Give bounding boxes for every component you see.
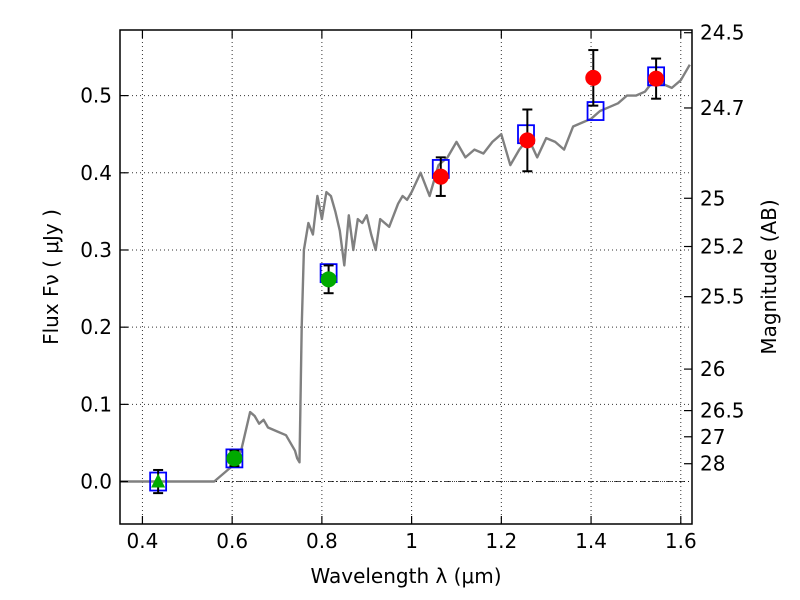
series-upper-limit [151,468,166,495]
y-axis-right: 24.5 24.7 25 25.2 25.5 26 26.527 28 [684,21,745,476]
y-right-tick-label: 26 [700,357,725,381]
x-axis: 0.4 0.6 0.8 1 1.2 1.4 1.6 [127,30,697,553]
y-tick-label: 0.2 [80,315,112,339]
y-tick-label: 0.0 [80,470,112,494]
y-axis-right-title: Magnitude (AB) [757,199,781,354]
x-tick-label: 1 [405,529,418,553]
data-point [519,132,536,149]
y-right-tick-label: 24.7 [700,96,745,120]
data-point [226,450,243,467]
y-right-tick-label: 24.5 [700,21,745,45]
x-axis-title: Wavelength λ (μm) [310,564,501,588]
x-tick-label: 0.4 [127,529,159,553]
data-point [585,69,602,86]
series-model-photometry [149,66,666,492]
model-square [586,101,605,121]
y-right-tick-label: 28 [700,452,725,476]
plot-area [120,49,691,495]
grid [120,30,692,524]
x-tick-label: 0.6 [216,529,248,553]
y-right-tick-label: 26.5 [700,399,745,423]
y-tick-label: 0.3 [80,238,112,262]
y-axis: 0.0 0.1 0.2 0.3 0.4 0.5 [80,84,128,494]
y-right-tick-label: 25 [700,186,725,210]
x-tick-label: 1.4 [575,529,607,553]
x-tick-label: 1.2 [485,529,517,553]
y-right-tick-label: 25.2 [700,235,745,259]
data-point [320,271,337,288]
upper-limit-point [151,473,166,488]
y-right-tick-label: 27 [700,425,725,449]
series-detections-blue-bands- [226,264,337,468]
y-tick-label: 0.1 [80,392,112,416]
spectrum-line [120,64,691,483]
data-point [648,70,665,87]
series-detections-red-bands- [432,49,665,197]
y-axis-title: Flux Fν ( μJy ) [39,209,63,345]
series-model-spectrum [120,64,691,483]
data-point [432,168,449,185]
y-tick-label: 0.5 [80,84,112,108]
plot-frame [119,29,693,525]
y-tick-label: 0.4 [80,161,112,185]
x-tick-label: 0.8 [306,529,338,553]
y-right-tick-label: 25.5 [700,285,745,309]
x-tick-label: 1.6 [665,529,697,553]
